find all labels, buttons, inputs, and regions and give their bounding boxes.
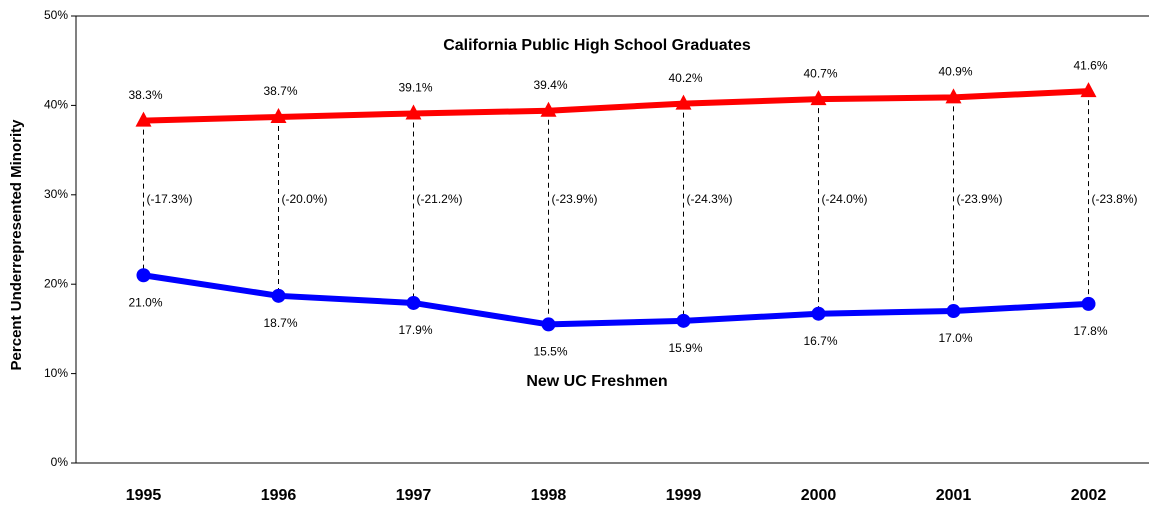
gap-label: (-17.3%) <box>147 192 193 206</box>
value-label: 41.6% <box>1073 58 1107 72</box>
x-tick-label: 2002 <box>1071 487 1107 504</box>
x-tick-label: 1995 <box>126 487 162 504</box>
value-label: 40.7% <box>803 66 837 80</box>
marker <box>810 90 827 106</box>
value-label: 21.0% <box>128 295 162 309</box>
x-tick-label: 2000 <box>801 487 837 504</box>
y-tick-label: 20% <box>44 276 68 290</box>
marker <box>270 108 287 124</box>
value-label: 16.7% <box>803 334 837 348</box>
x-tick-label: 1998 <box>531 487 567 504</box>
gap-label: (-21.2%) <box>417 192 463 206</box>
series-name: New UC Freshmen <box>526 373 667 390</box>
marker <box>271 288 286 303</box>
gap-label: (-23.9%) <box>552 192 598 206</box>
marker <box>136 268 151 283</box>
value-label: 39.4% <box>533 78 567 92</box>
value-label: 39.1% <box>398 81 432 95</box>
value-label: 15.9% <box>668 341 702 355</box>
y-axis-label: Percent Underrepresented Minority <box>8 119 25 371</box>
marker <box>540 101 557 117</box>
marker <box>811 306 826 321</box>
y-tick-label: 50% <box>44 8 68 22</box>
series-name: California Public High School Graduates <box>443 37 751 54</box>
gap-label: (-23.9%) <box>957 192 1003 206</box>
x-tick-label: 1997 <box>396 487 432 504</box>
gap-label: (-24.3%) <box>687 192 733 206</box>
marker <box>1081 296 1096 311</box>
y-tick-label: 40% <box>44 98 68 112</box>
value-label: 40.2% <box>668 71 702 85</box>
marker <box>676 313 691 328</box>
marker <box>406 295 421 310</box>
value-label: 17.0% <box>938 331 972 345</box>
x-tick-label: 1999 <box>666 487 702 504</box>
y-tick-label: 0% <box>51 455 69 469</box>
gap-label: (-20.0%) <box>282 192 328 206</box>
series-line <box>143 272 1089 328</box>
marker <box>135 111 152 127</box>
y-tick-label: 10% <box>44 366 68 380</box>
x-tick-label: 1996 <box>261 487 297 504</box>
series-line <box>143 88 1089 124</box>
gap-label: (-23.8%) <box>1092 192 1138 206</box>
value-label: 17.9% <box>398 323 432 337</box>
value-label: 38.3% <box>128 88 162 102</box>
value-label: 18.7% <box>263 316 297 330</box>
x-tick-label: 2001 <box>936 487 972 504</box>
value-label: 40.9% <box>938 65 972 79</box>
value-label: 17.8% <box>1073 324 1107 338</box>
marker <box>1080 82 1097 98</box>
marker <box>675 94 692 110</box>
marker <box>541 317 556 332</box>
value-label: 38.7% <box>263 84 297 98</box>
marker <box>945 88 962 104</box>
marker <box>405 104 422 120</box>
marker <box>946 304 961 319</box>
value-label: 15.5% <box>533 345 567 359</box>
gap-label: (-24.0%) <box>822 192 868 206</box>
y-tick-label: 30% <box>44 187 68 201</box>
